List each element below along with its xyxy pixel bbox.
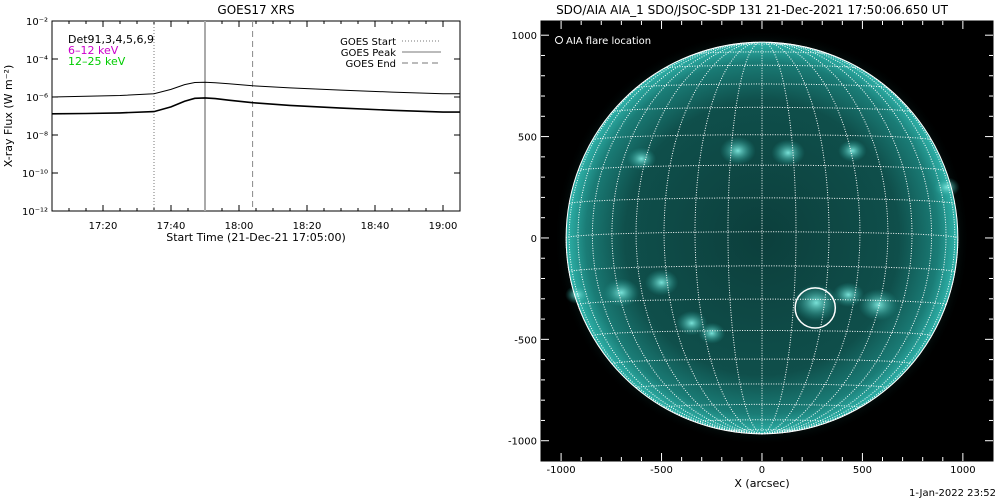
active-region [832,282,865,308]
y-tick-label: 10⁻² [26,17,48,28]
grid-line [568,45,763,435]
aia-legend: AIA flare location [555,36,651,47]
active-region [644,269,679,296]
legend-label: GOES Peak [341,48,396,59]
x-tick-label: 18:00 [225,221,254,232]
active-region [933,177,960,198]
grid-line [761,41,889,435]
aia-x-axis-label: X (arcsec) [734,477,789,490]
series-line-0 [51,81,460,98]
grid-line [761,41,830,435]
x-tick-label: -500 [650,465,673,476]
grid-line [578,164,946,172]
x-tick-label: 19:00 [429,221,458,232]
grid-line [611,358,913,365]
band-label-low: 6–12 keV [68,44,119,57]
solar-limb [565,41,959,435]
y-tick-label: 1000 [512,31,537,42]
grid-line [694,41,763,435]
grid-line [761,41,913,435]
active-region [719,136,756,165]
grid-line [592,330,932,337]
footer-timestamp: 1-Jan-2022 23:52 [909,488,996,499]
series-line-1 [51,97,460,115]
y-tick-label: 0 [531,234,537,245]
x-tick-label: -1000 [547,465,576,476]
grid-line [611,106,913,113]
active-region [792,284,840,322]
grid-line [694,419,830,423]
grid-line [761,45,956,435]
active-region [858,288,899,321]
y-tick-label: 10⁻⁶ [26,93,48,104]
x-tick-label: 1000 [950,465,975,476]
active-region [565,285,590,304]
grid-line [635,41,763,435]
y-tick-label: 500 [518,133,537,144]
y-axis-label: X-ray Flux (W m⁻²) [2,65,15,167]
active-region [838,139,867,162]
grid-line [635,383,889,389]
x-axis-label: Start Time (21-Dec-21 17:05:00) [166,231,346,244]
legend-label: GOES Start [340,37,396,48]
chart-title: GOES17 XRS [217,3,294,17]
x-tick-label: 18:20 [293,221,322,232]
aia-legend-label: AIA flare location [566,36,651,47]
active-region [771,139,805,166]
heliographic-grid [565,41,959,435]
y-tick-label: -1000 [508,437,537,448]
x-tick-label: 0 [759,465,765,476]
x-tick-label: 17:20 [89,221,118,232]
y-tick-label: 10⁻¹² [22,207,48,218]
y-tick-label: 10⁻⁴ [26,55,48,66]
active-region [698,322,726,344]
grid-line [663,41,763,435]
legend-label: GOES End [346,59,396,70]
x-tick-label: 18:40 [361,221,390,232]
x-tick-label: 500 [853,465,872,476]
y-tick-label: 10⁻¹⁰ [22,169,48,180]
detector-label: Det91,3,4,5,6,9 [68,33,154,46]
active-region [603,278,640,307]
flare-marker-icon [555,36,563,44]
active-region [626,147,657,171]
x-tick-label: 17:40 [157,221,186,232]
aia-title: SDO/AIA AIA_1 SDO/JSOC-SDP 131 21-Dec-20… [556,3,949,17]
y-tick-label: 10⁻⁸ [26,131,48,142]
grid-line [611,41,763,435]
y-tick-label: -500 [514,335,537,346]
aia-frame [540,20,994,462]
grid-line [761,41,861,435]
flare-location-circle [794,287,837,329]
grid-line [636,83,888,89]
grid-line [565,231,959,239]
band-label-high: 12–25 keV [68,55,126,68]
grid-line [592,134,932,141]
